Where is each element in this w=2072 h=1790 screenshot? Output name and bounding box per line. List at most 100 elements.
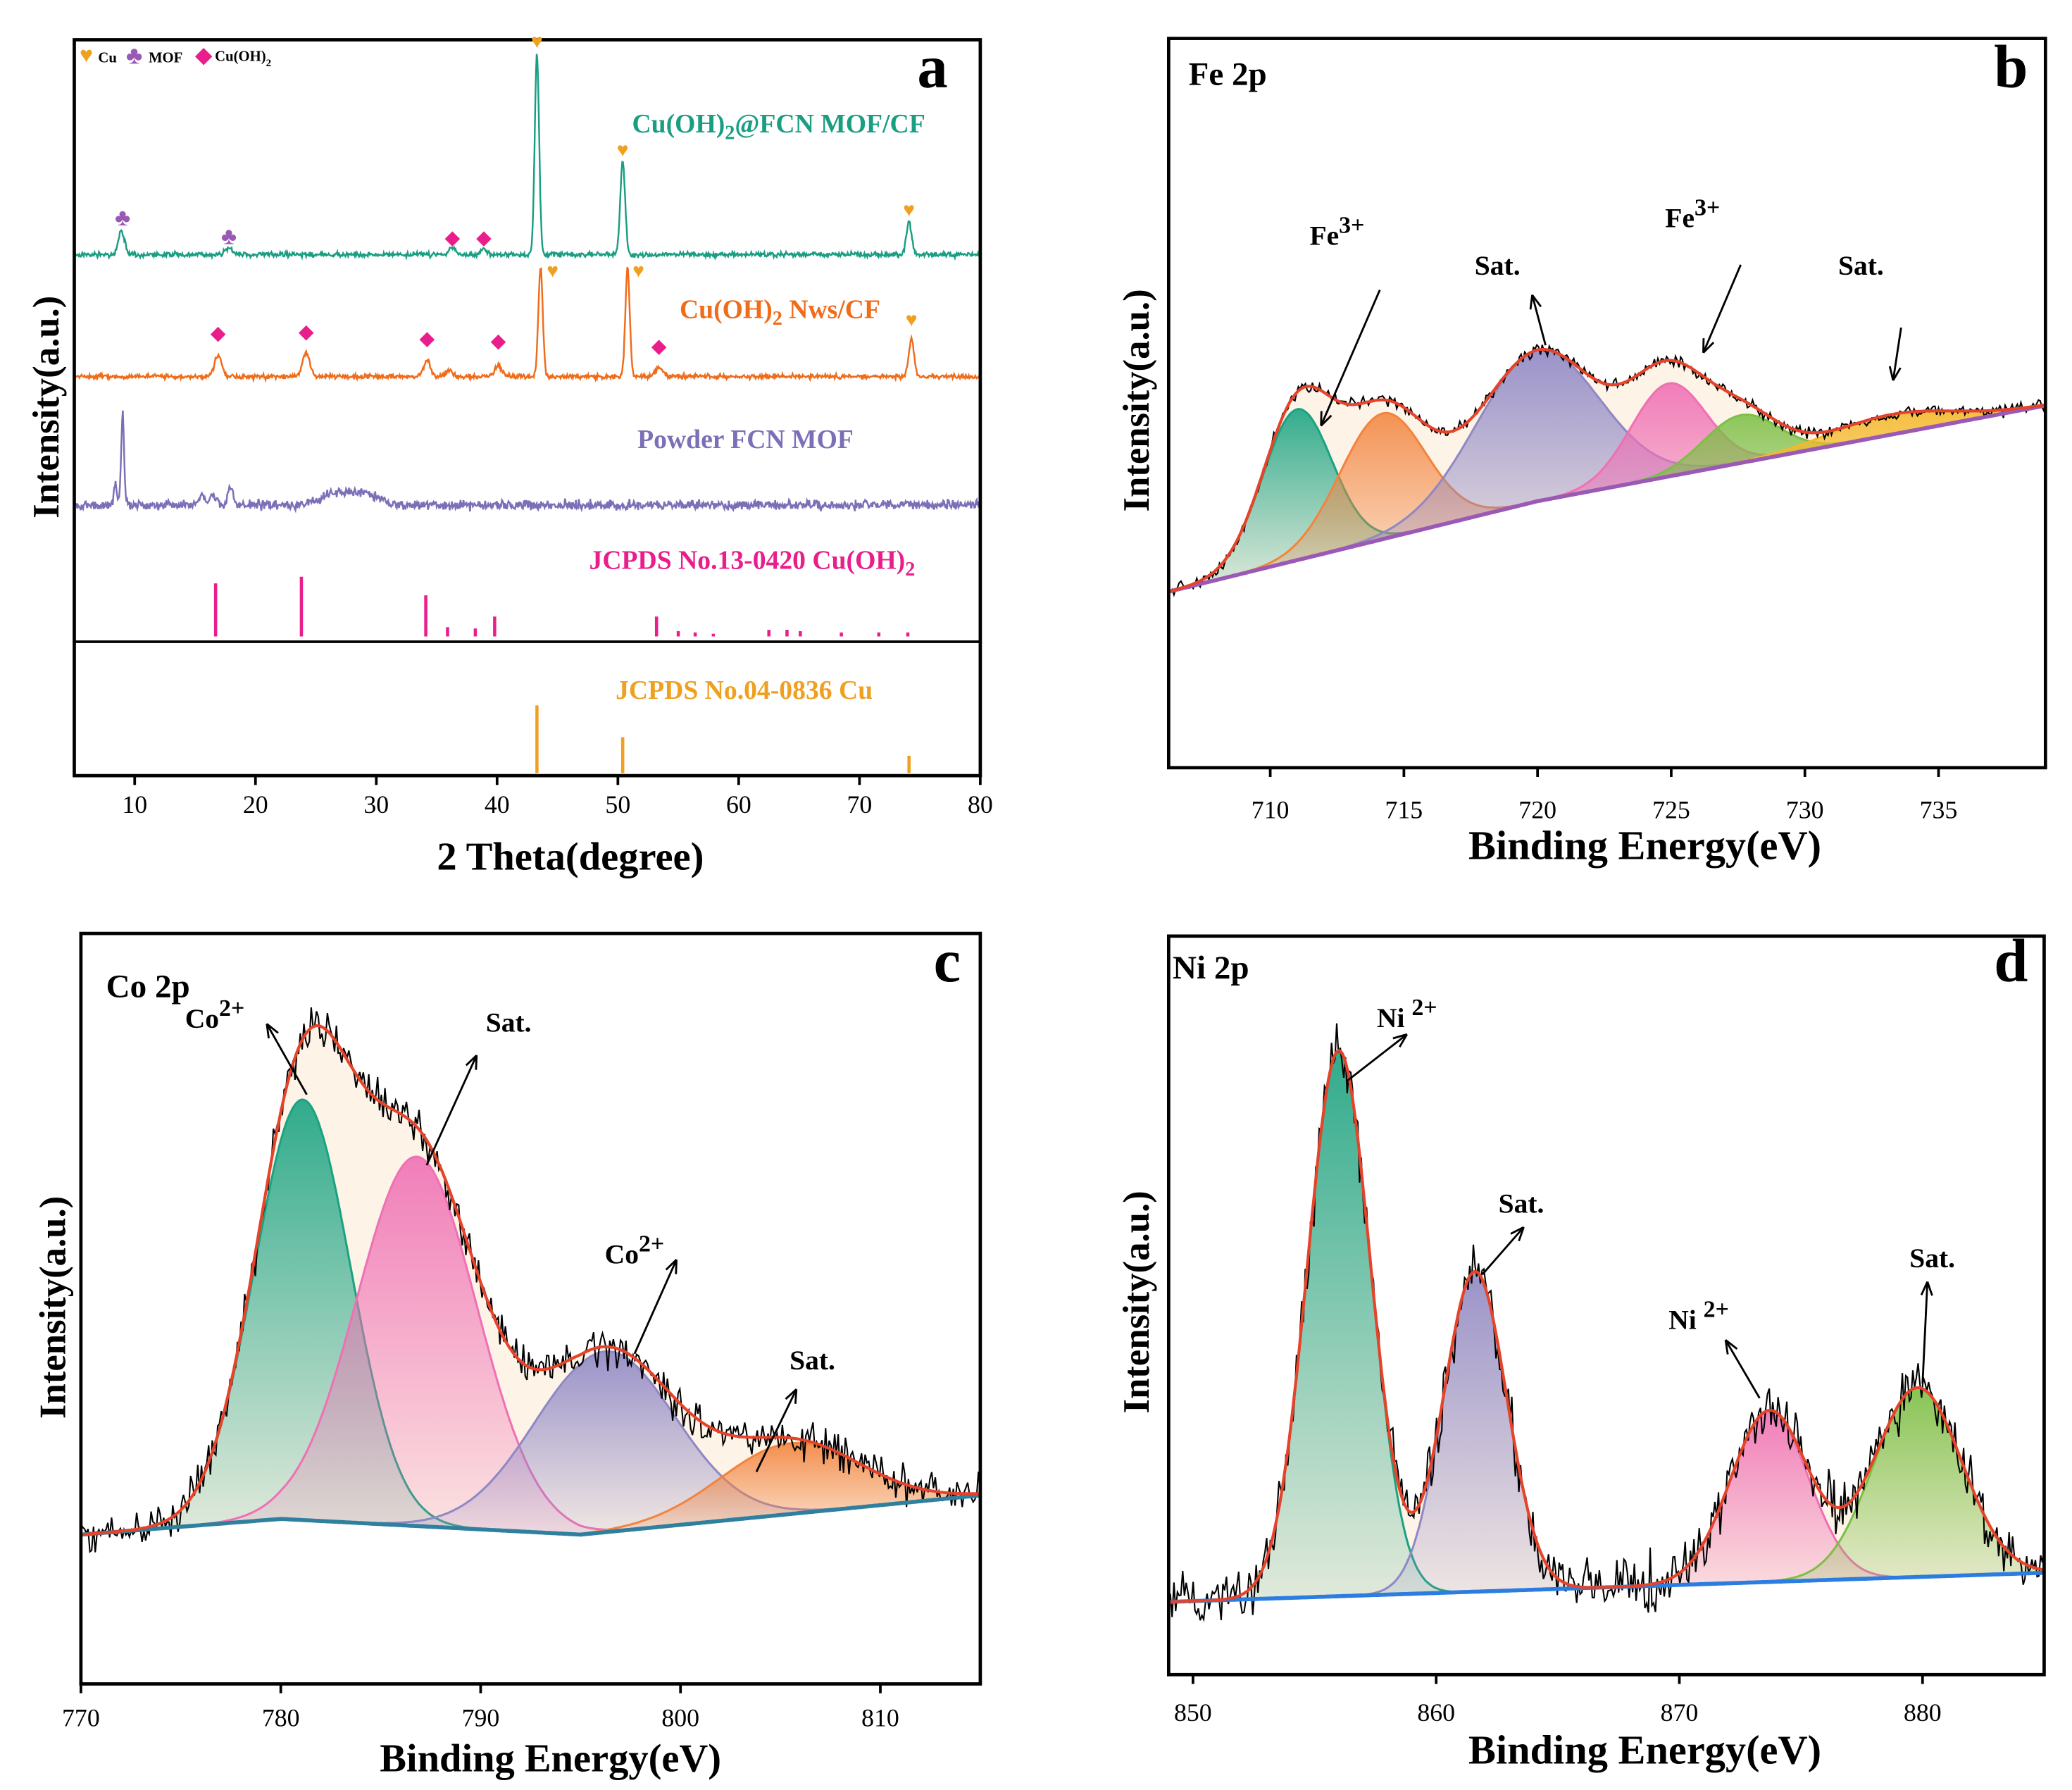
xrd-tick-label: 70 (847, 790, 872, 819)
xrd-peak-marker-icon: ◆ (211, 323, 226, 344)
xrd-peak-marker-icon: ♥ (531, 31, 543, 53)
xrd-peak-marker-icon: ◆ (419, 328, 435, 349)
b-xps-tick-label: 715 (1385, 795, 1423, 823)
xrd-tick-label: 10 (122, 790, 147, 819)
fe2p-annotations: Fe3+Sat.Fe3+Sat. (1309, 194, 1902, 427)
fe2p-x-axis-title: Binding Energy(eV) (1468, 823, 1821, 869)
xrd-peak-marker-icon: ♥ (903, 199, 915, 221)
annotation-arrow (1345, 1033, 1408, 1083)
xrd-tick-label: 80 (968, 790, 993, 819)
annotation-arrow (425, 1055, 478, 1166)
annotation-label: Fe3+ (1309, 212, 1364, 251)
xrd-peak-marker-icon: ◆ (651, 336, 667, 358)
panel-b-letter: b (1994, 33, 2028, 101)
annotation-arrowhead (1920, 1281, 1933, 1296)
xrd-series-label: Cu(OH)2 Nws/CF (680, 295, 880, 330)
annotation-superscript: 3+ (1695, 194, 1720, 220)
fe2p-y-axis-title: Intensity(a.u.) (1116, 289, 1157, 511)
annotation-arrowhead (266, 1023, 279, 1039)
xrd-tick-label: 30 (363, 790, 389, 819)
annotation-label: Sat. (1838, 250, 1884, 281)
fe2p-x-ticks: 710 715 720 725 730 735 (1252, 767, 1957, 823)
legend-cu-label: Cu (98, 50, 116, 66)
xrd-pattern-line (73, 54, 980, 261)
annotation-text: Co (185, 1003, 219, 1034)
annotation-label: Sat. (1499, 1188, 1544, 1219)
xrd-x-axis-title: 2 Theta(degree) (437, 835, 704, 879)
annotation-superscript: 2+ (1704, 1297, 1729, 1323)
ni2p-y-axis-title: Intensity(a.u.) (1116, 1191, 1157, 1413)
co2p-y-axis-title: Intensity(a.u.) (32, 1196, 73, 1419)
xrd-tick-label: 50 (605, 790, 630, 819)
xrd-tick-label: 20 (243, 790, 268, 819)
xrd-peak-marker-icon: ♥ (617, 139, 629, 161)
co2p-frame (79, 931, 982, 1686)
annotation-superscript: 2+ (639, 1231, 664, 1257)
legend-mof-label: MOF (149, 50, 182, 66)
d-xps-tick-label: 870 (1661, 1698, 1699, 1727)
xrd-frame (73, 38, 982, 778)
xrd-peak-markers: ♣ ♣ ◆ ◆ ♥ ♥ ♥ ◆ ◆ ◆ ◆ ♥ ♥ ◆ ♥ (115, 31, 918, 358)
annotation-text: Ni (1668, 1305, 1703, 1336)
series-label-rest: @FCN MOF/CF (735, 109, 925, 139)
fit-envelope-line (1168, 1049, 2045, 1603)
xrd-legend: ♥ Cu ♣ MOF ◆ Cu(OH)2 (80, 41, 271, 69)
series-label-rest: Nws/CF (782, 295, 880, 325)
fe2p-frame (1166, 37, 2047, 770)
annotation-arrow (1320, 289, 1381, 426)
d-xps-tick-label: 850 (1174, 1698, 1212, 1727)
legend-cuoh2-main: Cu(OH) (215, 49, 266, 65)
panel-a-letter: a (917, 33, 947, 101)
series-label-main: Cu(OH) (680, 295, 773, 325)
annotation-arrow (755, 1388, 798, 1472)
ni2p-element-label: Ni 2p (1173, 950, 1249, 986)
ni2p-frame (1166, 934, 2046, 1677)
ni2p-x-axis-title: Binding Energy(eV) (1468, 1727, 1821, 1772)
fit-envelope-line (80, 1024, 981, 1536)
xrd-tick-label: 60 (726, 790, 751, 819)
annotation-text: Fe (1309, 220, 1339, 251)
xrd-series-label: Cu(OH)2@FCN MOF/CF (632, 109, 925, 144)
annotation-superscript: 2+ (219, 995, 244, 1021)
background-line (80, 1493, 981, 1537)
annotation-arrow (1481, 1226, 1525, 1276)
c-xps-tick-label: 770 (62, 1704, 100, 1732)
c-xps-tick-label: 780 (262, 1704, 300, 1732)
xrd-peak-marker-icon: ◆ (476, 227, 492, 249)
annotation-label: Sat. (790, 1345, 835, 1376)
annotation-arrowhead (1529, 294, 1542, 310)
legend-cuoh2-diamond-icon: ◆ (195, 42, 213, 67)
panel-d-letter: d (1994, 927, 2028, 995)
c-xps-tick-label: 790 (462, 1704, 500, 1732)
co2p-annotations: Co2+ Sat.Co2+Sat. (185, 995, 835, 1472)
annotation-text: Sat. (790, 1345, 835, 1376)
d-xps-tick-label: 860 (1417, 1698, 1455, 1727)
b-xps-tick-label: 720 (1518, 795, 1556, 823)
xrd-y-axis-title: Intensity(a.u.) (26, 296, 67, 518)
c-xps-tick-label: 810 (861, 1704, 899, 1732)
background-line (1168, 403, 2046, 594)
annotation-arrow (1921, 1281, 1929, 1384)
annotation-label: Sat. (486, 1007, 532, 1038)
reference-label: JCPDS No.13-0420 Cu(OH)2 (589, 545, 916, 580)
co2p-x-axis-title: Binding Energy(eV) (380, 1737, 721, 1781)
legend-mof-club-icon: ♣ (126, 41, 142, 69)
annotation-arrowhead (1888, 366, 1902, 381)
series-label-sub: 2 (773, 308, 782, 330)
series-label-main: Powder FCN MOF (637, 425, 854, 454)
xrd-peak-marker-icon: ♣ (221, 223, 237, 249)
xrd-peak-marker-icon: ◆ (491, 330, 506, 352)
annotation-text: Sat. (1838, 250, 1884, 281)
co2p-plot-area (80, 1007, 982, 1553)
xrd-series-label: Powder FCN MOF (637, 425, 854, 454)
annotation-arrow (633, 1259, 678, 1355)
b-xps-tick-label: 730 (1786, 795, 1824, 823)
annotation-text: Ni (1377, 1002, 1411, 1033)
xrd-peak-marker-icon: ◆ (299, 321, 314, 343)
fe2p-panel: 710 715 720 725 730 735 Fe3+Sat.Fe3+Sat. Fe 2… (1116, 33, 2047, 869)
reference-label-sub: 2 (905, 559, 915, 580)
ni2p-plot-area (1168, 1023, 2045, 1622)
annotation-arrow (1892, 327, 1902, 381)
